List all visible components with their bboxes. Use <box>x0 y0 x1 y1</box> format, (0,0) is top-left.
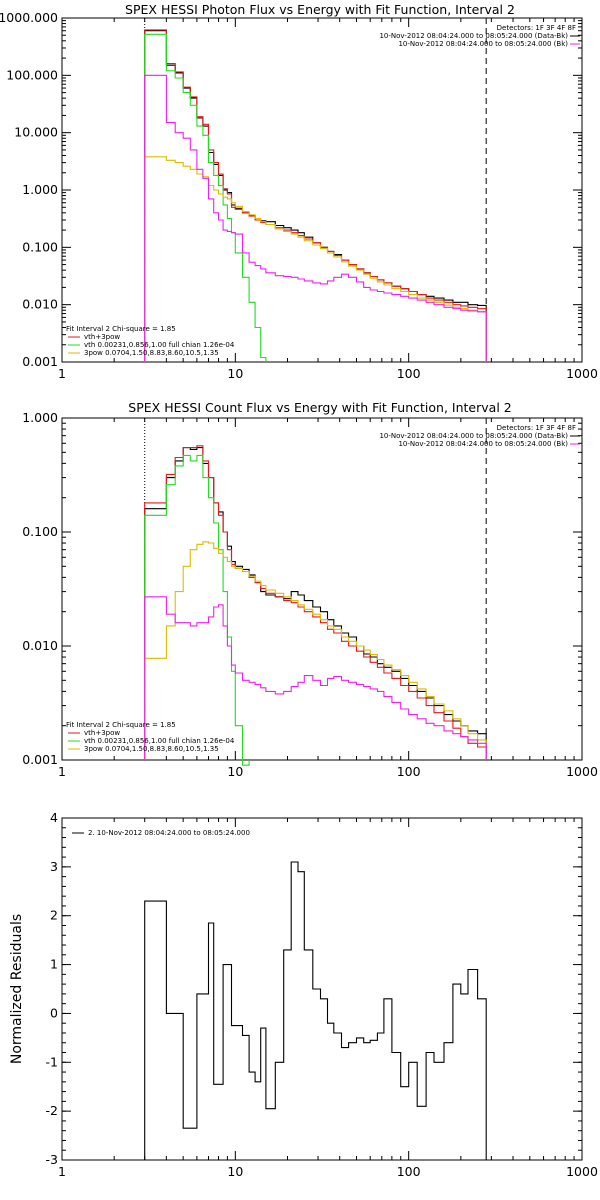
series-line-2-10-nov-2012-08-04-24-000-to-08-05-24-000 <box>144 861 487 1160</box>
y-tick-label: -2 <box>46 1103 58 1118</box>
photon-flux-title: SPEX HESSI Photon Flux vs Energy with Fi… <box>125 2 515 17</box>
y-tick-label: 0.010 <box>22 638 58 653</box>
series-lines <box>144 29 487 362</box>
y-tick-label: 10.000 <box>14 125 58 140</box>
series-line-data-bk <box>144 30 487 362</box>
y-tick-label: 0.001 <box>22 354 58 369</box>
x-tick-label: 100 <box>397 366 421 381</box>
residuals-panel: Normalized Residuals 1 10 100 1000 -3 -2 -1 0 1 2… <box>9 810 598 1179</box>
legend-fit-interval: Fit Interval 2 Chi-square = 1.85 <box>66 721 176 729</box>
legend-label: 2. 10-Nov-2012 08:04:24.000 to 08:05:24.… <box>88 829 250 837</box>
series-line-bk <box>144 596 487 760</box>
x-tick-label: 1 <box>58 1164 66 1179</box>
legend-vth: vth 0.00231,0.856,1.00 full chian 1.26e-… <box>84 737 235 745</box>
legend-vth3pow: vth+3pow <box>84 729 120 737</box>
legend-bottom: Fit Interval 2 Chi-square = 1.85 vth+3po… <box>66 721 235 753</box>
series-line-vth-3pow <box>144 445 487 760</box>
y-tick-label: 0.100 <box>22 524 58 539</box>
legend-vth3pow: vth+3pow <box>84 333 120 341</box>
legend-detectors: Detectors: 1F 3F 4F 8F <box>497 24 576 32</box>
y-tick-label: 3 <box>50 859 58 874</box>
series-line-3pow <box>144 541 487 760</box>
series-lines <box>144 861 487 1160</box>
series-lines <box>144 445 487 766</box>
y-tick-label: 0 <box>50 1005 58 1020</box>
x-tick-label: 1000 <box>566 366 598 381</box>
legend: 2. 10-Nov-2012 08:04:24.000 to 08:05:24.… <box>72 829 250 837</box>
x-tick-label: 10 <box>227 366 243 381</box>
plot-frame <box>61 817 583 1161</box>
y-tick-label: 4 <box>50 810 58 825</box>
y-tick-label: 1 <box>50 957 58 972</box>
legend-bk: 10-Nov-2012 08:04:24.000 to 08:05:24.000… <box>398 440 568 448</box>
x-tick-label: 1000 <box>566 764 598 779</box>
legend-fit-interval: Fit Interval 2 Chi-square = 1.85 <box>66 325 176 333</box>
plot-frame <box>61 417 583 761</box>
legend-3pow: 3pow 0.0704,1.50,8.83,8.60,10.5,1.35 <box>84 349 219 357</box>
y-tick-label: -1 <box>46 1054 58 1069</box>
axes: 1 10 100 1000 -3 -2 -1 0 1 2 3 4 <box>46 810 598 1179</box>
legend-top: Detectors: 1F 3F 4F 8F 10-Nov-2012 08:04… <box>379 424 580 448</box>
x-tick-label: 100 <box>397 1164 421 1179</box>
count-flux-title: SPEX HESSI Count Flux vs Energy with Fit… <box>128 400 511 415</box>
legend-bottom: Fit Interval 2 Chi-square = 1.85 vth+3po… <box>66 325 235 357</box>
count-flux-panel: SPEX HESSI Count Flux vs Energy with Fit… <box>22 400 598 779</box>
x-tick-label: 10 <box>227 764 243 779</box>
y-tick-label: 0.010 <box>22 297 58 312</box>
legend-vth: vth 0.00231,0.856,1.00 full chian 1.26e-… <box>84 341 235 349</box>
legend-top: Detectors: 1F 3F 4F 8F 10-Nov-2012 08:04… <box>379 24 580 48</box>
y-tick-label: 100.000 <box>6 67 58 82</box>
plot-frame <box>61 17 583 363</box>
x-tick-label: 10 <box>227 1164 243 1179</box>
series-line-vth <box>144 454 250 766</box>
y-tick-label: 0.001 <box>22 752 58 767</box>
y-tick-label: 1.000 <box>22 410 58 425</box>
y-tick-label: 0.100 <box>22 239 58 254</box>
legend-bk: 10-Nov-2012 08:04:24.000 to 08:05:24.000… <box>398 40 568 48</box>
x-tick-label: 1 <box>58 366 66 381</box>
photon-flux-panel: SPEX HESSI Photon Flux vs Energy with Fi… <box>0 2 598 381</box>
y-tick-label: 1.000 <box>22 182 58 197</box>
series-line-vth <box>144 33 267 362</box>
y-tick-label: 1000.000 <box>0 10 58 25</box>
legend-data-bk: 10-Nov-2012 08:04:24.000 to 08:05:24.000… <box>379 432 568 440</box>
series-line-bk <box>144 74 487 362</box>
series-line-3pow <box>144 156 487 362</box>
residuals-ylabel: Normalized Residuals <box>9 914 25 1064</box>
series-line-vth-3pow <box>144 29 487 362</box>
legend-3pow: 3pow 0.0704,1.50,8.83,8.60,10.5,1.35 <box>84 745 219 753</box>
y-tick-label: -3 <box>46 1152 58 1167</box>
y-tick-label: 2 <box>50 908 58 923</box>
x-tick-label: 100 <box>397 764 421 779</box>
legend-data-bk: 10-Nov-2012 08:04:24.000 to 08:05:24.000… <box>379 32 568 40</box>
legend-detectors: Detectors: 1F 3F 4F 8F <box>497 424 576 432</box>
x-tick-label: 1 <box>58 764 66 779</box>
x-tick-label: 1000 <box>566 1164 598 1179</box>
